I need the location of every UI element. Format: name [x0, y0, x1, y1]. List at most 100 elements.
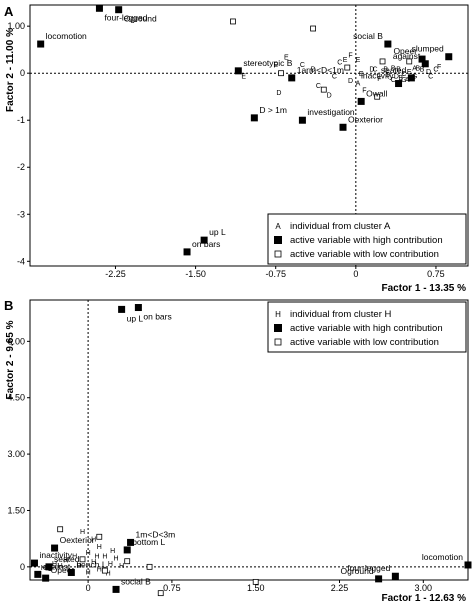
point-label-opeer: Opeer: [51, 565, 75, 575]
low-contribution-point: [310, 25, 316, 32]
low-contribution-point: [96, 533, 103, 540]
x-axis-label: Factor 1 - 12.63 %: [382, 593, 467, 604]
point-label-oexterior: Oexterior: [60, 535, 95, 545]
individual-point-h: H: [95, 554, 100, 561]
point-label-on-bars: on bars: [143, 312, 171, 322]
high-contribution-point-social-b: [384, 40, 392, 48]
y-tick-label: -4: [17, 256, 25, 266]
high-contribution-point-stereotypic-b: [234, 67, 242, 75]
y-tick-label: 0: [20, 68, 25, 78]
plot-frame: [29, 4, 469, 267]
low-contribution-point: [278, 70, 284, 77]
low-contribution-point: [124, 558, 131, 565]
low-contribution-point: [57, 526, 64, 533]
high-contribution-point-up-l: [118, 305, 126, 313]
legend-filled-marker: [274, 324, 282, 332]
point-label-seated: seated: [381, 65, 407, 75]
individual-point-h: H: [72, 554, 77, 561]
y-axis-label: Factor 2 - 9.65 %: [5, 320, 16, 399]
low-contribution-point: [252, 578, 259, 585]
individual-point-c: C: [337, 59, 342, 66]
y-tick-label: -2: [17, 162, 25, 172]
high-contribution-point-against: [421, 60, 429, 68]
individual-point-h: H: [91, 537, 96, 544]
individual-point-b: B: [420, 66, 425, 73]
legend-entry-individual: individual from cluster H: [290, 309, 392, 320]
individual-point-d: D: [426, 69, 431, 76]
legend-box: [267, 301, 467, 353]
legend-entry-individual: individual from cluster A: [290, 221, 391, 232]
y-ticks: 6.00 4.50 3.00 1.50 0: [7, 336, 30, 572]
point-label-stereotypic-b: stereotypic B: [243, 58, 292, 68]
point-label-bottom-l: bottom L: [132, 537, 165, 547]
plot-frame: [29, 299, 469, 581]
individual-point-c: C: [428, 74, 433, 81]
legend-letter-marker: H: [275, 310, 281, 319]
x-tick-label: 2.25: [331, 583, 349, 593]
individual-point-f: F: [437, 64, 441, 71]
point-label-four-legged: four-legged: [347, 563, 390, 573]
individual-point-c: C: [300, 62, 305, 69]
y-axis-label: Factor 2 - 11.00 %: [5, 28, 16, 112]
legend-filled-marker: [274, 236, 282, 244]
high-contribution-point-oexterior: [339, 123, 347, 131]
high-contribution-point-inactivity: [395, 80, 403, 88]
individual-point-h: H: [102, 554, 107, 561]
individual-point-b: B: [383, 66, 388, 73]
individual-point-g: G: [401, 77, 406, 84]
high-contribution-point-locomotion: [464, 561, 472, 569]
individual-point-e: E: [359, 71, 364, 78]
high-contribution-point-against: [34, 570, 42, 578]
high-contribution-point-four-legged: [95, 4, 103, 12]
y-tick-label: 4.50: [7, 393, 25, 403]
panel-b-label: B: [4, 298, 13, 313]
individual-point-f: F: [377, 76, 381, 83]
point-label-locomotion: locomotion: [422, 552, 463, 562]
point-label-on-bars: on bars: [192, 239, 220, 249]
x-ticks: 0 0.75 1.50 2.25 3.00: [86, 580, 432, 593]
legend-letter-marker: A: [275, 222, 281, 231]
x-tick-label: 1.50: [247, 583, 265, 593]
y-tick-label: -3: [17, 209, 25, 219]
low-contribution-point: [344, 64, 351, 71]
legend-entry-high: active variable with high contribution: [290, 235, 443, 246]
point-label-owall: Owall: [366, 88, 387, 98]
high-contribution-point-locomotion: [37, 40, 45, 48]
individual-point-a: A: [356, 81, 361, 88]
point-label-opeer: Opeer: [393, 46, 417, 56]
individual-point-a: A: [405, 77, 410, 84]
point-label-against: against: [43, 561, 71, 571]
individual-point-h: H: [114, 555, 119, 562]
high-contribution-point-social-b: [112, 585, 120, 593]
individual-point-h: H: [97, 567, 102, 574]
low-contribution-point: [79, 556, 86, 563]
x-ticks: -2.25 -1.50 -0.75 0 0.75: [105, 266, 445, 279]
panel-a-label: A: [4, 4, 14, 19]
individual-point-d: D: [327, 92, 332, 99]
individual-point-c: C: [401, 71, 406, 78]
point-label-inactivity: inactivity: [361, 71, 394, 81]
individual-point-d: D: [276, 90, 281, 97]
individual-point-e: E: [284, 55, 289, 62]
individual-point-d: D: [311, 66, 316, 73]
x-tick-label: 3.00: [415, 583, 433, 593]
individual-point-h: H: [97, 544, 102, 551]
legend-entry-high: active variable with high contribution: [290, 323, 443, 334]
x-tick-label: -1.50: [185, 269, 206, 279]
individual-point-b: B: [398, 75, 403, 82]
individual-point-h: H: [108, 561, 113, 568]
individual-point-f: F: [348, 52, 352, 59]
individual-point-b: B: [396, 66, 401, 73]
low-contribution-point: [230, 18, 236, 25]
low-contribution-point: [157, 590, 164, 597]
high-contribution-point-1arm-d-1m: [288, 74, 296, 82]
high-contribution-point-oexterior: [51, 544, 59, 552]
individual-point-h: H: [80, 529, 85, 536]
y-tick-label: 1.50: [7, 505, 25, 515]
individual-point-h: H: [58, 563, 63, 570]
high-contribution-point-1m-d-3m: [127, 538, 135, 546]
point-label-social-b: social B: [353, 31, 383, 41]
individual-point-f: F: [362, 88, 366, 95]
